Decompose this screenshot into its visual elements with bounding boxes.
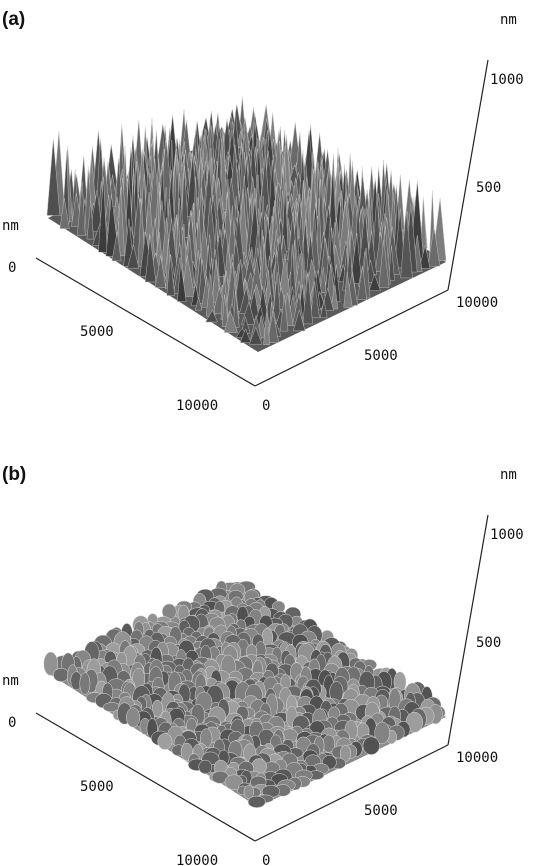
surface-spike — [239, 328, 252, 343]
surface-spike — [205, 309, 218, 323]
surface-spike — [357, 265, 367, 300]
surface-spike — [232, 290, 240, 328]
surface-spike — [249, 326, 263, 345]
surface-spike — [293, 309, 306, 332]
surface-spike — [181, 255, 195, 297]
surface-spike — [263, 305, 270, 345]
surface-spike — [418, 245, 431, 269]
surface-spike — [86, 200, 94, 240]
surface-spike — [111, 231, 122, 262]
x-tick-label: 10000 — [176, 853, 218, 866]
surface-spike — [59, 197, 70, 229]
surface-spike — [221, 294, 229, 327]
surface-spike — [154, 255, 166, 288]
surface-spike — [267, 311, 279, 343]
surface-spike — [177, 262, 187, 302]
surface-bump — [126, 707, 141, 728]
z-unit: nm — [500, 467, 517, 483]
surface-spike — [427, 226, 441, 267]
surface-spike — [144, 235, 157, 283]
surface-bump — [374, 721, 390, 745]
surface-bump — [362, 736, 380, 755]
z-tick-label: 500 — [476, 180, 501, 196]
z-tick-label: 1000 — [490, 527, 524, 543]
axis-line — [447, 514, 489, 746]
z-unit: nm — [500, 12, 517, 28]
surface-spike — [77, 181, 86, 236]
surface-spike — [302, 271, 313, 325]
axis-line — [447, 59, 489, 291]
z-tick-label: 1000 — [490, 72, 524, 88]
y-tick-label: 0 — [262, 853, 270, 866]
surface-bump — [53, 667, 70, 682]
surface-spike — [378, 240, 390, 288]
surface-spike — [98, 176, 108, 253]
surface-spike — [310, 280, 320, 318]
side-unit: nm — [2, 218, 19, 234]
x-tick-label: 5000 — [80, 324, 114, 340]
z-tick-label: 500 — [476, 635, 501, 651]
surface-spike — [194, 296, 203, 311]
surface-spike — [368, 273, 381, 291]
surface-spike — [279, 295, 289, 332]
surface-spike — [343, 271, 353, 308]
side-unit: nm — [2, 673, 19, 689]
axis-line — [254, 289, 449, 387]
surface-spike — [166, 254, 175, 296]
x-tick-label: 5000 — [80, 779, 114, 795]
surface-bump — [243, 785, 255, 799]
surface-spike — [319, 267, 327, 293]
surface-spike — [46, 138, 61, 216]
axis-line — [35, 712, 256, 842]
surface-spike — [320, 300, 328, 318]
origin-label: 0 — [8, 260, 16, 276]
surface-bump — [157, 733, 173, 750]
axis-line — [254, 744, 449, 842]
panel: (b) nm 1000 500 nm 0 5000 10000 10000 5000 0 — [2, 464, 524, 866]
surface-spike — [223, 310, 238, 333]
panel-label: (a) — [2, 9, 25, 30]
y-tick-label: 5000 — [364, 348, 398, 364]
panel: (a) nm 1000 500 nm 0 5000 10000 10000 5000 0 — [2, 9, 524, 414]
origin-label: 0 — [8, 715, 16, 731]
surface-spike — [272, 272, 281, 321]
surface-spike — [330, 285, 339, 310]
surface-spike — [350, 232, 363, 284]
surface-spike — [191, 283, 200, 306]
axis-line — [35, 257, 256, 387]
surface-spike — [116, 187, 125, 257]
surface-bump — [224, 774, 244, 791]
y-tick-label: 10000 — [456, 295, 498, 311]
surface-spike — [400, 209, 413, 279]
y-tick-label: 0 — [262, 398, 270, 414]
surface-bump — [43, 651, 59, 676]
surface-spike — [180, 165, 190, 238]
surface-bump — [198, 759, 213, 775]
surface-bump — [247, 795, 266, 808]
surface-spike — [89, 190, 103, 232]
x-tick-label: 10000 — [176, 398, 218, 414]
y-tick-label: 10000 — [456, 750, 498, 766]
surface-bump — [79, 672, 91, 695]
surface-spike — [388, 245, 395, 281]
surface-spike — [127, 244, 140, 269]
y-tick-label: 5000 — [364, 803, 398, 819]
panel-label: (b) — [2, 464, 26, 485]
